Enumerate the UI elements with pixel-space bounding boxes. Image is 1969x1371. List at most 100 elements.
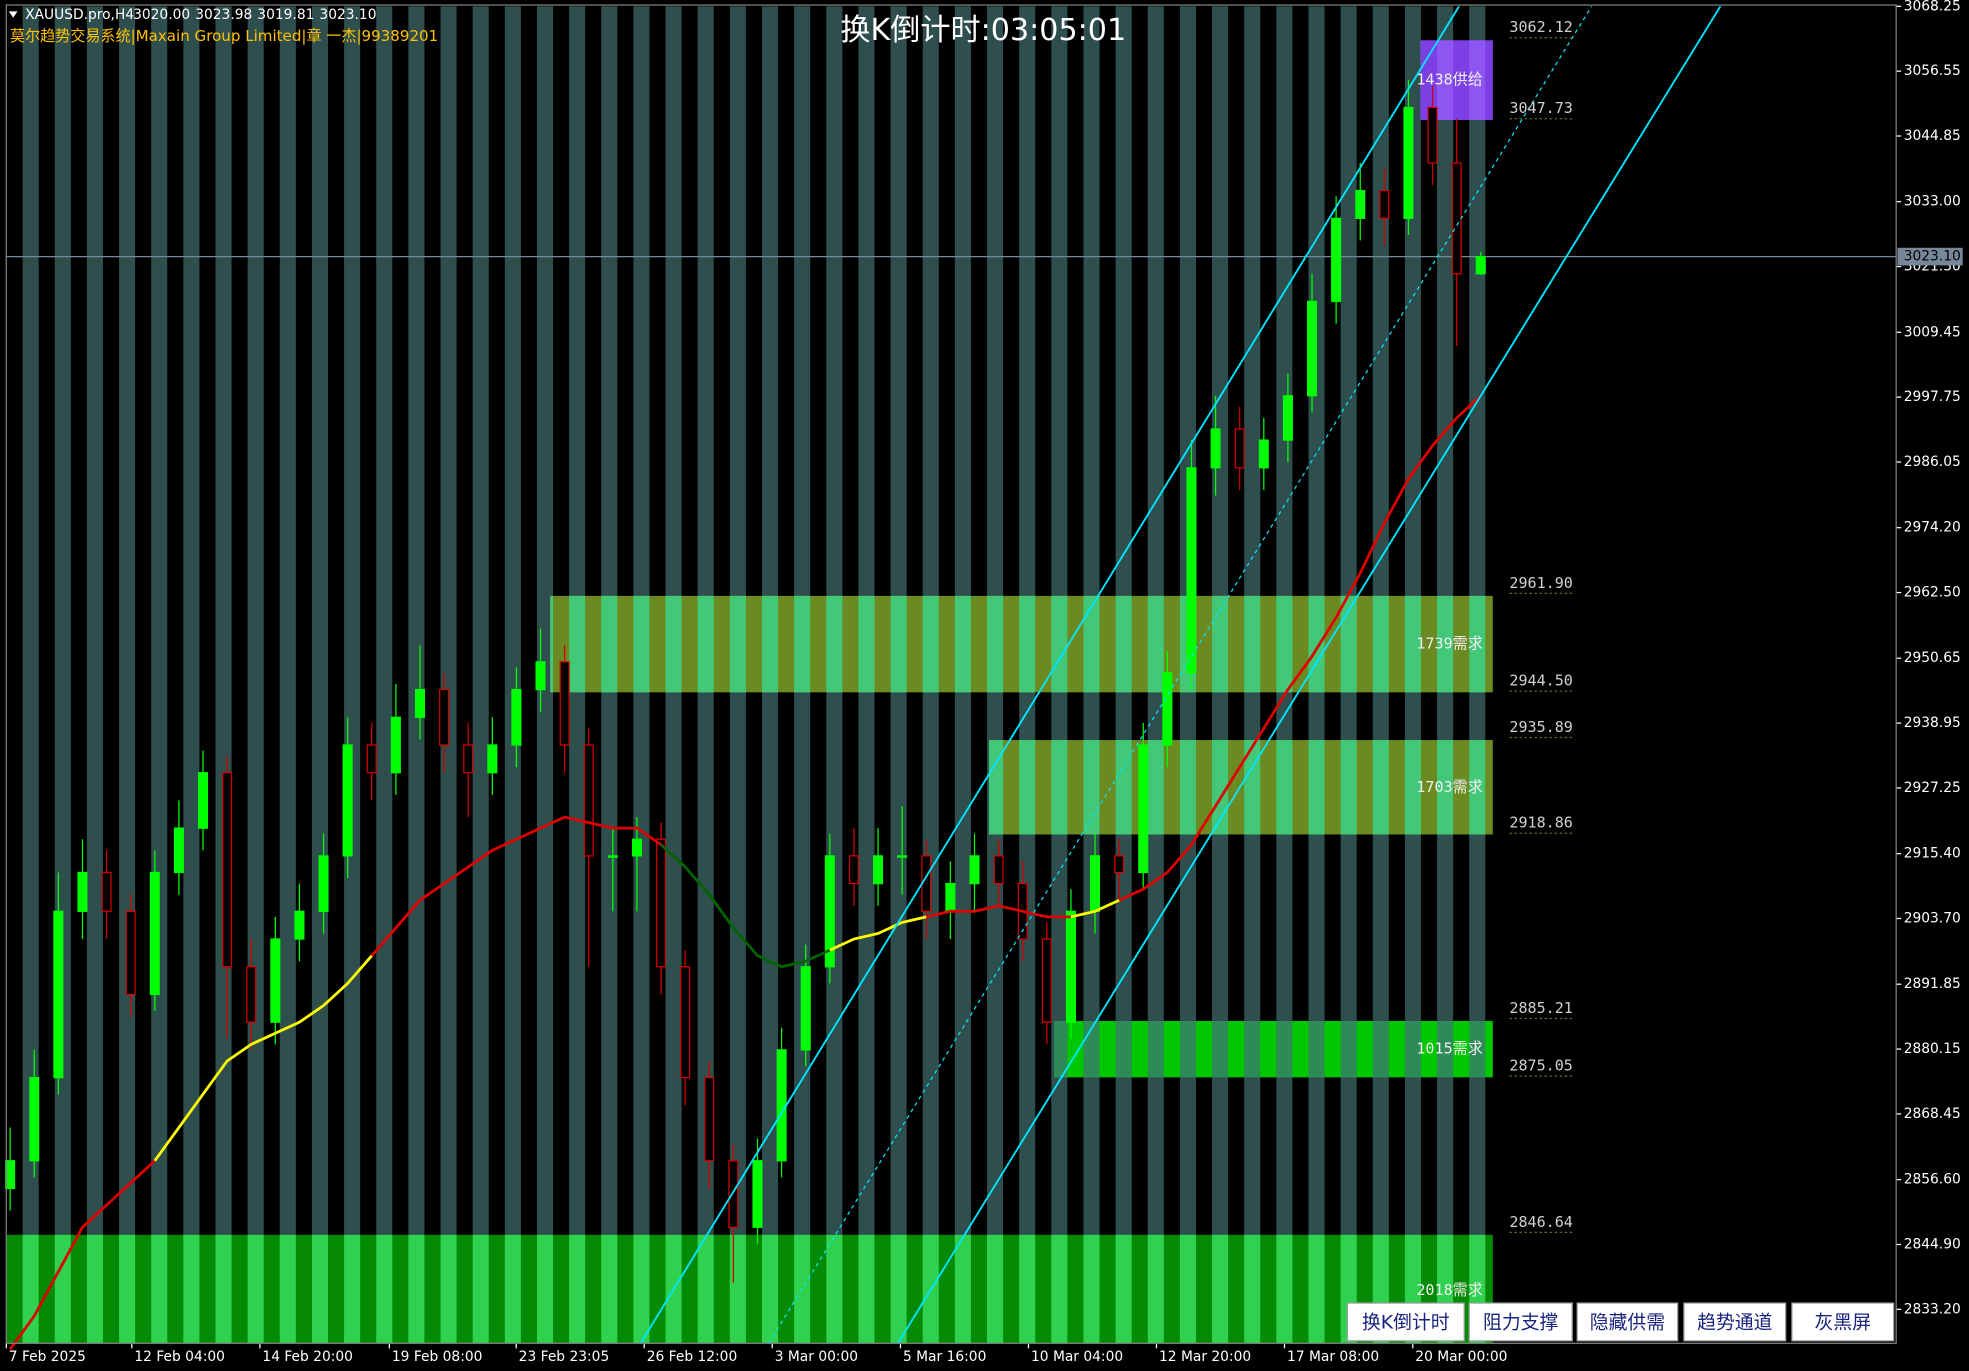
candle-body bbox=[1162, 672, 1173, 746]
y-tick-label: 3056.55 bbox=[1904, 63, 1961, 79]
zone-stripe bbox=[569, 595, 586, 693]
zone-stripe bbox=[1437, 595, 1454, 693]
zone-high-label: 2935.89 bbox=[1509, 718, 1572, 736]
candle-body bbox=[1355, 189, 1366, 219]
zone-stripe bbox=[1179, 740, 1196, 835]
candle-body bbox=[776, 1049, 787, 1162]
button-label[interactable]: 换K倒计时 bbox=[1362, 1312, 1450, 1334]
candle-body bbox=[77, 871, 88, 912]
zone-stripe bbox=[1244, 740, 1261, 835]
zone-stripe bbox=[1051, 1234, 1068, 1344]
button[interactable] bbox=[1468, 1302, 1573, 1342]
zone-stripe bbox=[1212, 595, 1229, 693]
period-stripe bbox=[279, 6, 296, 1344]
button[interactable] bbox=[1791, 1302, 1895, 1342]
zone-stripe bbox=[1051, 740, 1068, 835]
zone-stripe bbox=[311, 1234, 328, 1344]
zone-stripe bbox=[1179, 1234, 1196, 1344]
zone-stripe bbox=[826, 1234, 843, 1344]
button[interactable] bbox=[1576, 1302, 1679, 1342]
candle-body bbox=[439, 688, 450, 746]
period-stripe bbox=[22, 6, 39, 1344]
zone-stripe bbox=[1276, 595, 1293, 693]
candle-body bbox=[1186, 467, 1197, 674]
y-tick-label: 2833.20 bbox=[1904, 1301, 1961, 1317]
menu-arrow[interactable] bbox=[8, 11, 18, 18]
y-tick-label: 2915.40 bbox=[1904, 846, 1961, 862]
x-tick-label: 12 Mar 20:00 bbox=[1159, 1349, 1251, 1365]
zone-stripe bbox=[1469, 595, 1486, 693]
y-tick-label: 2974.20 bbox=[1904, 520, 1961, 536]
zone-label: 1703需求 bbox=[1416, 778, 1482, 796]
candle-body bbox=[1041, 938, 1052, 1023]
zone-low-label: 3047.73 bbox=[1509, 99, 1572, 117]
zone-stripe bbox=[1244, 595, 1261, 693]
zone-low-label: 2918.86 bbox=[1509, 814, 1572, 832]
zone-stripe bbox=[1147, 1021, 1164, 1078]
zone-stripe bbox=[151, 1234, 168, 1344]
zone-stripe bbox=[1437, 740, 1454, 835]
button-label[interactable]: 趋势通道 bbox=[1697, 1312, 1772, 1334]
moving-average bbox=[370, 815, 662, 957]
period-stripe bbox=[311, 6, 328, 1344]
zone-stripe bbox=[1244, 1234, 1261, 1344]
zone-stripe bbox=[633, 595, 650, 693]
candle-body bbox=[29, 1076, 40, 1162]
button[interactable] bbox=[1346, 1302, 1465, 1342]
y-tick-label: 2844.90 bbox=[1904, 1236, 1961, 1252]
moving-average bbox=[829, 915, 927, 952]
moving-average bbox=[660, 843, 831, 969]
zone-stripe bbox=[697, 595, 714, 693]
candle-body bbox=[414, 688, 426, 718]
y-tick-label: 2950.65 bbox=[1904, 650, 1961, 666]
x-tick-label: 23 Feb 23:05 bbox=[519, 1349, 610, 1365]
button-label[interactable]: 灰黑屏 bbox=[1815, 1312, 1871, 1334]
y-tick-label: 2856.60 bbox=[1904, 1172, 1961, 1188]
candle-body bbox=[1065, 910, 1076, 1023]
zone-stripe bbox=[247, 1234, 264, 1344]
zone-stripe bbox=[119, 1234, 136, 1344]
ohlc-value: 3023.10 bbox=[319, 7, 376, 23]
zone-stripe bbox=[1212, 1234, 1229, 1344]
y-tick-label: 2880.15 bbox=[1904, 1041, 1961, 1057]
button-label[interactable]: 隐藏供需 bbox=[1590, 1312, 1665, 1334]
zone-low-label: 2944.50 bbox=[1509, 671, 1572, 689]
x-tick-label: 26 Feb 12:00 bbox=[647, 1349, 738, 1365]
zone-high-label: 3062.12 bbox=[1509, 18, 1572, 36]
candle-body bbox=[848, 855, 859, 885]
zone-stripe bbox=[183, 1234, 200, 1344]
y-tick-label: 3033.00 bbox=[1904, 194, 1961, 210]
button[interactable] bbox=[1683, 1302, 1787, 1342]
zone-stripe bbox=[954, 595, 971, 693]
zone-stripe bbox=[1404, 1021, 1421, 1078]
candle-body bbox=[631, 838, 642, 857]
candle-body bbox=[607, 855, 618, 858]
candle-body bbox=[535, 661, 546, 691]
zone-stripe bbox=[536, 1234, 554, 1344]
candle-body bbox=[559, 661, 570, 746]
candle-body bbox=[656, 838, 667, 968]
candle-body bbox=[270, 938, 281, 1023]
zone-stripe bbox=[1179, 1021, 1196, 1078]
zone-stripe bbox=[1437, 1021, 1454, 1078]
zone-stripe bbox=[1212, 1021, 1229, 1078]
candle-body bbox=[1379, 189, 1390, 219]
zone-stripe bbox=[1404, 740, 1421, 835]
x-tick-label: 14 Feb 20:00 bbox=[262, 1349, 353, 1365]
y-tick-label: 2986.05 bbox=[1904, 454, 1961, 470]
button-label[interactable]: 阻力支撑 bbox=[1483, 1312, 1558, 1334]
plot-frame bbox=[5, 4, 1897, 1344]
ohlc-value: 3020.00 bbox=[133, 7, 190, 23]
zone-stripe bbox=[1372, 1021, 1389, 1078]
zone-stripe bbox=[1276, 740, 1293, 835]
candle-body bbox=[1282, 395, 1293, 441]
y-tick-label: 2927.25 bbox=[1904, 780, 1961, 796]
y-tick-label: 2938.95 bbox=[1904, 715, 1961, 731]
x-tick-label: 17 Mar 08:00 bbox=[1287, 1349, 1379, 1365]
zone-stripe bbox=[954, 1234, 971, 1344]
x-tick-label: 12 Feb 04:00 bbox=[134, 1349, 225, 1365]
zone-stripe bbox=[1115, 740, 1132, 835]
current-price-box bbox=[1897, 247, 1963, 266]
symbol: XAUUSD.pro,H4 bbox=[25, 7, 134, 23]
zone-stripe bbox=[890, 595, 907, 693]
